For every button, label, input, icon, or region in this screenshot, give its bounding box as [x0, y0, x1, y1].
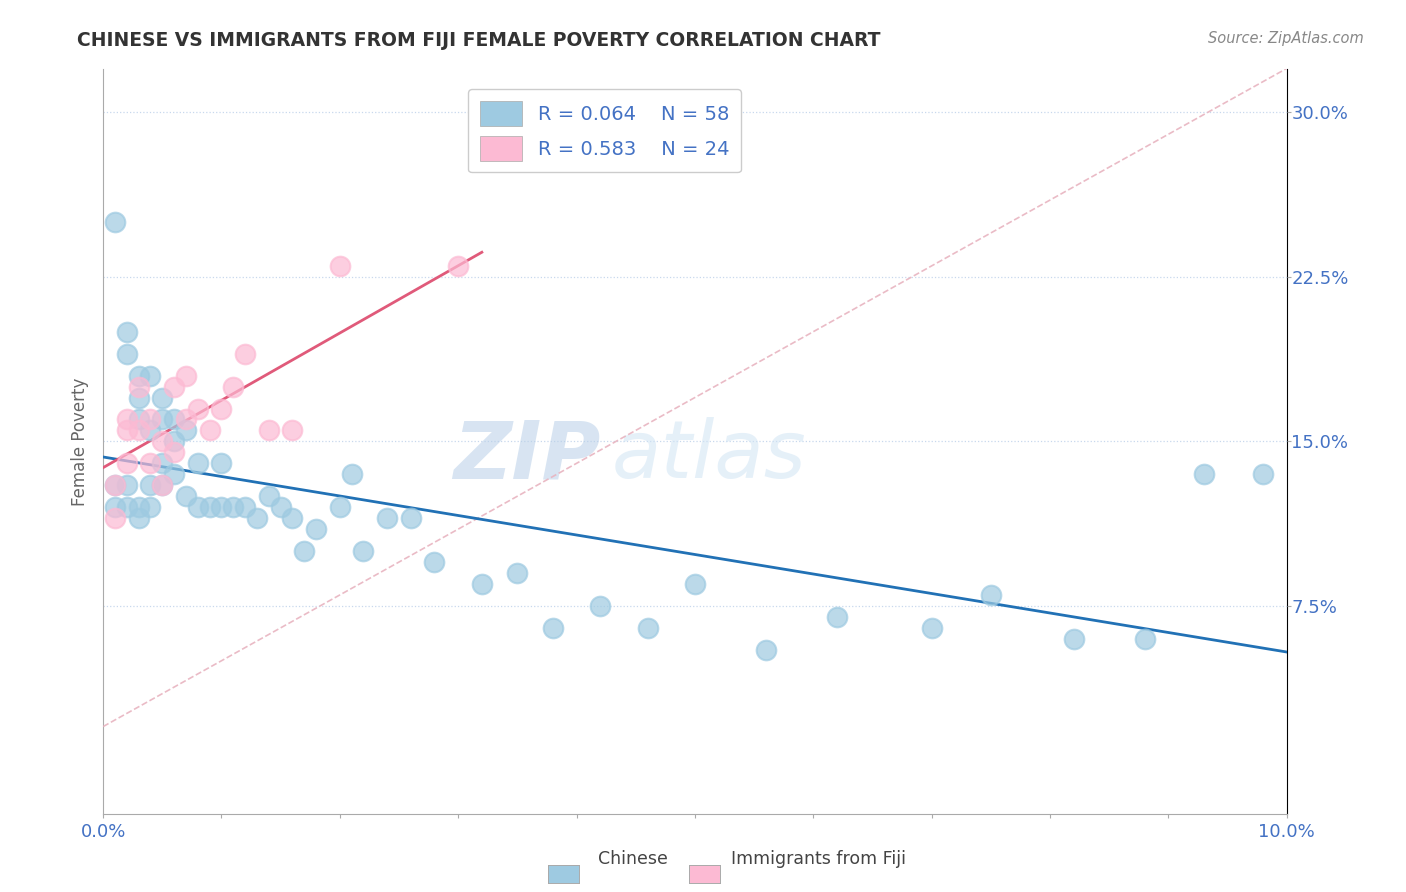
- Point: [115, 325, 138, 339]
- Point: [104, 215, 127, 229]
- Text: CHINESE VS IMMIGRANTS FROM FIJI FEMALE POVERTY CORRELATION CHART: CHINESE VS IMMIGRANTS FROM FIJI FEMALE P…: [77, 31, 880, 50]
- Point: [104, 478, 127, 492]
- Point: [150, 434, 173, 449]
- Point: [174, 368, 197, 383]
- Point: [128, 424, 150, 438]
- Point: [139, 478, 162, 492]
- Point: [541, 621, 564, 635]
- Point: [139, 456, 162, 470]
- Text: atlas: atlas: [612, 417, 807, 495]
- Point: [257, 424, 280, 438]
- Point: [150, 412, 173, 426]
- Point: [115, 346, 138, 360]
- Point: [246, 511, 269, 525]
- Point: [187, 500, 209, 515]
- Point: [139, 424, 162, 438]
- Point: [825, 610, 848, 624]
- Point: [233, 346, 256, 360]
- Point: [198, 500, 221, 515]
- Point: [755, 642, 778, 657]
- Point: [187, 401, 209, 416]
- Point: [163, 445, 186, 459]
- Point: [233, 500, 256, 515]
- Point: [447, 259, 470, 273]
- Point: [257, 489, 280, 503]
- Point: [353, 544, 375, 558]
- Point: [329, 259, 352, 273]
- Text: Immigrants from Fiji: Immigrants from Fiji: [731, 850, 905, 868]
- Point: [115, 478, 138, 492]
- Point: [139, 368, 162, 383]
- Point: [174, 412, 197, 426]
- Point: [115, 424, 138, 438]
- Point: [305, 522, 328, 536]
- Point: [104, 511, 127, 525]
- Point: [187, 456, 209, 470]
- Point: [340, 467, 363, 482]
- Point: [292, 544, 315, 558]
- Point: [1251, 467, 1274, 482]
- Point: [163, 467, 186, 482]
- Point: [1063, 632, 1085, 646]
- Y-axis label: Female Poverty: Female Poverty: [72, 377, 89, 506]
- Point: [1133, 632, 1156, 646]
- Text: Source: ZipAtlas.com: Source: ZipAtlas.com: [1208, 31, 1364, 46]
- Point: [399, 511, 422, 525]
- Legend: R = 0.064    N = 58, R = 0.583    N = 24: R = 0.064 N = 58, R = 0.583 N = 24: [468, 89, 741, 172]
- Point: [115, 412, 138, 426]
- Point: [139, 500, 162, 515]
- Point: [150, 456, 173, 470]
- Point: [128, 391, 150, 405]
- Point: [115, 456, 138, 470]
- Point: [637, 621, 659, 635]
- Point: [1192, 467, 1215, 482]
- Point: [163, 412, 186, 426]
- Point: [174, 424, 197, 438]
- Point: [506, 566, 529, 580]
- Text: ZIP: ZIP: [453, 417, 600, 495]
- Point: [150, 478, 173, 492]
- Point: [150, 478, 173, 492]
- Point: [683, 577, 706, 591]
- Point: [128, 368, 150, 383]
- Point: [222, 500, 245, 515]
- Point: [270, 500, 292, 515]
- Point: [211, 456, 233, 470]
- Point: [222, 379, 245, 393]
- Point: [128, 379, 150, 393]
- Point: [198, 424, 221, 438]
- Point: [423, 555, 446, 569]
- Point: [921, 621, 943, 635]
- Point: [128, 500, 150, 515]
- Point: [211, 401, 233, 416]
- Point: [281, 424, 304, 438]
- Point: [375, 511, 398, 525]
- Point: [471, 577, 494, 591]
- Point: [163, 379, 186, 393]
- Point: [104, 500, 127, 515]
- Point: [128, 412, 150, 426]
- Text: Chinese: Chinese: [598, 850, 668, 868]
- Point: [163, 434, 186, 449]
- Point: [174, 489, 197, 503]
- Point: [104, 478, 127, 492]
- Point: [980, 588, 1002, 602]
- Point: [329, 500, 352, 515]
- Point: [150, 391, 173, 405]
- Point: [211, 500, 233, 515]
- Point: [115, 500, 138, 515]
- Point: [281, 511, 304, 525]
- Point: [128, 511, 150, 525]
- Point: [589, 599, 612, 613]
- Point: [139, 412, 162, 426]
